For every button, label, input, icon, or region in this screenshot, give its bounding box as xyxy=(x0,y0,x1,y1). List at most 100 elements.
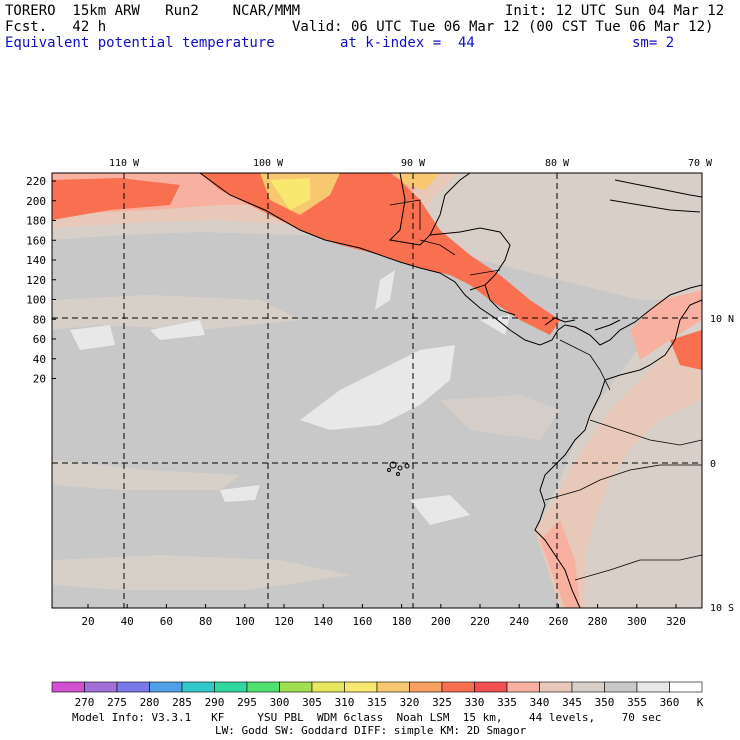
colorbar-label: 335 xyxy=(497,696,517,709)
x-tick-label: 140 xyxy=(313,615,333,628)
y-tick-label: 20 xyxy=(33,373,46,386)
footer-model-info: Model Info: V3.3.1 KF YSU PBL WDM 6class… xyxy=(72,711,662,724)
coast-yucatan xyxy=(388,173,471,246)
band-340-south xyxy=(535,330,702,608)
coast-nicaragua xyxy=(484,284,516,316)
colorbar-swatch xyxy=(409,681,443,693)
colorbar-label: 310 xyxy=(335,696,355,709)
border-1 xyxy=(389,199,421,230)
y-tick-label: 180 xyxy=(26,215,46,228)
y-tick-label: 200 xyxy=(26,195,46,208)
colorbar-swatch xyxy=(539,681,573,693)
band-355-w2 xyxy=(220,485,260,502)
y-tick-label: 220 xyxy=(26,175,46,188)
colorbar-label: 355 xyxy=(627,696,647,709)
colorbar-label: 290 xyxy=(205,696,225,709)
borders xyxy=(389,199,702,581)
colorbar-swatch xyxy=(571,681,605,693)
x-tick-label: 180 xyxy=(392,615,412,628)
colorbar-label: 305 xyxy=(302,696,322,709)
border-6 xyxy=(544,464,702,501)
coast-hispaniola-like xyxy=(609,199,701,213)
lon-label-80w: 80 W xyxy=(545,158,570,169)
colorbar-swatch xyxy=(149,681,183,693)
colorbar-label: 340 xyxy=(530,696,550,709)
colorbar-swatch xyxy=(636,681,670,693)
y-tick-label: 40 xyxy=(33,353,46,366)
lon-label-100w: 100 W xyxy=(253,158,284,169)
x-tick-label: 100 xyxy=(235,615,255,628)
border-5 xyxy=(589,419,702,446)
colorbar-swatch xyxy=(279,681,313,693)
colorbar-label: 330 xyxy=(465,696,485,709)
colorbar-swatch xyxy=(506,681,540,693)
x-tick-label: 220 xyxy=(470,615,490,628)
band-330-ne xyxy=(670,330,702,370)
level-label: at k-index = 44 xyxy=(340,35,475,51)
colorbar-label: 270 xyxy=(75,696,95,709)
map-frame xyxy=(51,172,703,609)
coast-panama xyxy=(544,317,576,326)
lat-label-10n: 10 N xyxy=(710,314,734,325)
x-tick-label: 240 xyxy=(509,615,529,628)
band-355-n2 xyxy=(480,315,510,335)
x-tick-label: 300 xyxy=(627,615,647,628)
y-tick-label: 140 xyxy=(26,254,46,267)
band-355-n1 xyxy=(375,270,395,310)
colorbar-swatch xyxy=(604,681,638,693)
colorbar-label: 300 xyxy=(270,696,290,709)
x-tick-label: 260 xyxy=(548,615,568,628)
lon-label-70w: 70 W xyxy=(688,158,713,169)
band-355-core xyxy=(300,345,455,430)
colorbar-label: 325 xyxy=(432,696,452,709)
band-355-w3 xyxy=(150,320,205,340)
lat-label-0: 0 xyxy=(710,459,716,470)
coast-colombia-n xyxy=(594,319,621,331)
colorbar-label: 280 xyxy=(140,696,160,709)
colorbar-label: 295 xyxy=(237,696,257,709)
colorbar-swatch xyxy=(181,681,215,693)
y-ticks: 220 200 180 160 140 120 100 80 60 40 20 xyxy=(26,175,56,386)
colorbar-swatch xyxy=(441,681,475,693)
band-355-w1 xyxy=(70,325,115,350)
coast-central-america xyxy=(199,173,702,346)
x-tick-label: 80 xyxy=(199,615,212,628)
lon-label-90w: 90 W xyxy=(401,158,426,169)
y-tick-label: 60 xyxy=(33,333,46,346)
graticule xyxy=(52,173,702,608)
colorbar-label: 285 xyxy=(172,696,192,709)
border-3 xyxy=(469,269,501,276)
x-tick-label: 60 xyxy=(160,615,173,628)
field-name: Equivalent potential temperature xyxy=(5,35,275,51)
y-tick-label: 100 xyxy=(26,294,46,307)
colorbar-label: 345 xyxy=(562,696,582,709)
band-345-ocean3 xyxy=(52,555,350,590)
colorbar-swatch xyxy=(311,681,345,693)
map-field xyxy=(52,173,702,608)
colorbar-label: 360 xyxy=(660,696,680,709)
coast-cuba-like xyxy=(614,179,702,198)
coastlines xyxy=(199,173,702,608)
x-tick-label: 160 xyxy=(352,615,372,628)
colorbar-swatch xyxy=(246,681,280,693)
colorbar-swatch xyxy=(344,681,378,693)
colorbar-label: 315 xyxy=(367,696,387,709)
forecast-hour: Fcst. 42 h xyxy=(5,19,107,35)
band-315 xyxy=(270,178,310,210)
band-330-west xyxy=(52,178,180,220)
colorbar-swatch xyxy=(84,681,118,693)
colorbar-unit: K xyxy=(697,696,704,709)
valid-time: Valid: 06 UTC Tue 06 Mar 12 (00 CST Tue … xyxy=(292,19,714,35)
band-320-east xyxy=(395,173,440,190)
coast-south-america xyxy=(534,299,702,608)
footer-physics-info: LW: Godd SW: Goddard DIFF: simple KM: 2D… xyxy=(215,724,527,737)
x-tick-label: 200 xyxy=(431,615,451,628)
x-ticks: 20 40 60 80 100 120 140 160 180 200 220 240 260 280 30… xyxy=(81,604,686,628)
colorbar-label: 320 xyxy=(400,696,420,709)
border-2 xyxy=(419,239,456,256)
x-tick-label: 40 xyxy=(121,615,134,628)
lon-label-110w: 110 W xyxy=(109,158,140,169)
x-tick-label: 20 xyxy=(81,615,94,628)
band-335-south xyxy=(540,520,580,608)
